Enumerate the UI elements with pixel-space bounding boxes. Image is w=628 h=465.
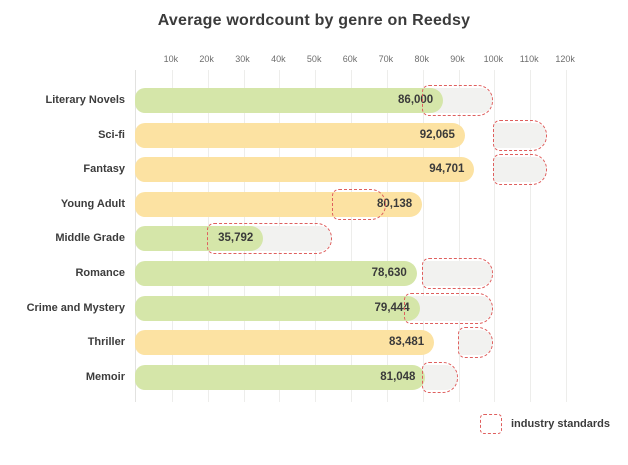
gridline [494,70,496,402]
x-axis: 10k 20k 30k 40k 50k 60k 70k 80k 90k 100k 110k 120k [135,54,605,66]
bar: 86,000 [135,88,444,113]
bar-value-label: 79,444 [374,302,410,314]
bar: 92,065 [135,123,465,148]
bar: 83,481 [135,330,435,355]
plot-area: 86,000 92,065 94,701 80,138 35,792 78,630 79,4… [135,85,625,408]
category-label: Memoir [85,371,125,383]
bar: 78,630 [135,261,417,286]
bar: 81,048 [135,365,426,390]
category-label: Crime and Mystery [26,302,125,314]
category-label: Fantasy [83,163,125,175]
x-axis-tick: 60k [342,54,358,64]
industry-standard-outline [421,362,458,393]
bar: 35,792 [135,226,264,251]
bar-value-label: 83,481 [389,336,425,348]
industry-standards-swatch-icon [479,414,502,434]
x-axis-tick: 20k [199,54,214,64]
x-axis-tick: 10k [163,54,179,64]
category-label: Romance [75,267,125,279]
industry-standard-outline [421,258,494,289]
legend-label: industry standards [510,418,610,430]
x-axis-tick: 110k [519,54,539,64]
gridline [386,70,388,402]
bar-value-label: 81,048 [380,371,416,383]
industry-standard-outline [493,154,548,185]
gridline [566,70,568,402]
x-axis-tick: 90k [450,54,465,64]
industry-standard-outline [206,223,333,254]
bar-value-label: 94,701 [429,163,465,175]
category-label: Literary Novels [45,94,125,106]
x-axis-tick: 100k [483,54,504,64]
industry-standard-outline [493,120,548,151]
category-label: Young Adult [60,198,125,210]
category-label: Middle Grade [55,232,125,244]
bar: 79,444 [135,296,420,321]
industry-standard-outline [421,85,494,116]
gridline [422,70,424,402]
bar-value-label: 78,630 [371,267,407,279]
industry-standard-outline [403,293,494,324]
industry-standard-outline [457,327,494,358]
gridline [351,70,353,402]
x-axis-tick: 80k [414,54,429,64]
gridline [530,70,532,402]
chart-title: Average wordcount by genre on Reedsy [157,12,471,29]
x-axis-tick: 50k [306,54,322,64]
x-axis-tick: 120k [555,54,575,64]
bar-value-label: 92,065 [419,129,455,141]
category-label: Thriller [87,336,125,348]
x-axis-tick: 40k [271,54,286,64]
category-label: Sci-fi [98,129,125,141]
bar: 94,701 [135,157,475,182]
legend: industry standards [479,414,610,434]
gridline [458,70,460,402]
x-axis-tick: 70k [378,54,394,64]
bar-value-label: 35,792 [218,232,254,244]
x-axis-tick: 30k [235,54,250,64]
industry-standard-outline [332,189,386,220]
